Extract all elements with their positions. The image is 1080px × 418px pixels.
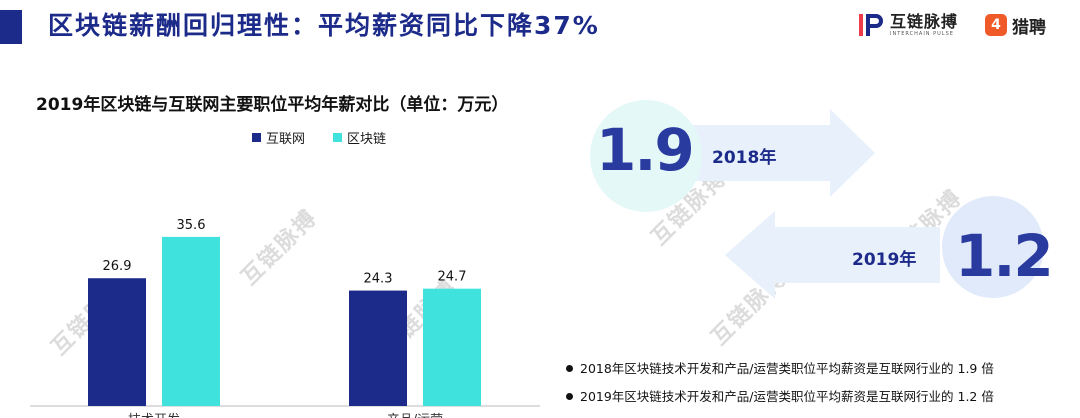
bar-chart: 26.9 35.6 技术开发 24.3 24.7 产品/运营 xyxy=(30,218,540,418)
chart-legend: 互联网 区块链 xyxy=(252,128,414,147)
bar-blockchain-0 xyxy=(162,236,220,406)
category-label: 技术开发 xyxy=(128,412,180,418)
circle-2018 xyxy=(590,100,702,212)
bar-internet-1 xyxy=(349,290,407,406)
note-text-2019: 2019年区块链技术开发和产品/运营类职位平均薪资是互联网行业的 1.2 倍 xyxy=(580,389,994,404)
note-2018: 2018年区块链技术开发和产品/运营类职位平均薪资是互联网行业的 1.9 倍 xyxy=(566,358,994,377)
legend-label-internet: 互联网 xyxy=(266,132,306,147)
legend-swatch-internet xyxy=(252,133,261,142)
bar-internet-0 xyxy=(88,278,146,406)
note-text-2018: 2018年区块链技术开发和产品/运营类职位平均薪资是互联网行业的 1.9 倍 xyxy=(580,361,994,376)
liepin-icon: 4 xyxy=(985,14,1007,36)
bar-value-label: 35.6 xyxy=(177,218,206,233)
ratio-2019: 1.2 xyxy=(955,222,1054,290)
ratio-2018: 1.9 xyxy=(596,116,695,184)
note-2019: 2019年区块链技术开发和产品/运营类职位平均薪资是互联网行业的 1.2 倍 xyxy=(566,386,994,405)
header-accent-bar xyxy=(0,10,22,44)
legend-label-blockchain: 区块链 xyxy=(347,132,387,147)
comparison-arrows xyxy=(680,109,940,299)
legend-swatch-blockchain xyxy=(333,133,343,142)
year-label-2018: 2018年 xyxy=(712,148,777,168)
interchain-pulse-logo: 互链脉搏 INTERCHAIN PULSE xyxy=(856,8,958,42)
bullet-icon xyxy=(566,393,573,400)
legend-item-internet: 互联网 xyxy=(252,128,305,147)
legend-item-blockchain: 区块链 xyxy=(333,128,386,147)
circle-2019 xyxy=(942,196,1044,298)
arrow-right-icon xyxy=(680,109,875,197)
bar-value-label: 26.9 xyxy=(103,259,132,274)
category-label: 产品/运营 xyxy=(387,413,443,418)
bar-value-label: 24.7 xyxy=(438,270,467,285)
bullet-icon xyxy=(566,365,573,372)
arrow-left-icon xyxy=(725,211,940,299)
bar-blockchain-1 xyxy=(423,288,481,406)
year-label-2019: 2019年 xyxy=(852,250,917,270)
bar-value-label: 24.3 xyxy=(364,272,393,287)
liepin-logo: 4 猎聘 xyxy=(985,11,1046,39)
brand1-name: 互链脉搏 xyxy=(890,11,959,31)
interchain-pulse-icon xyxy=(859,14,883,36)
brand2-name: 猎聘 xyxy=(1012,17,1046,38)
chart-title: 2019年区块链与互联网主要职位平均年薪对比（单位：万元） xyxy=(36,95,509,115)
page-title: 区块链薪酬回归理性：平均薪资同比下降37% xyxy=(48,11,600,40)
brand1-subtitle: INTERCHAIN PULSE xyxy=(890,30,954,37)
